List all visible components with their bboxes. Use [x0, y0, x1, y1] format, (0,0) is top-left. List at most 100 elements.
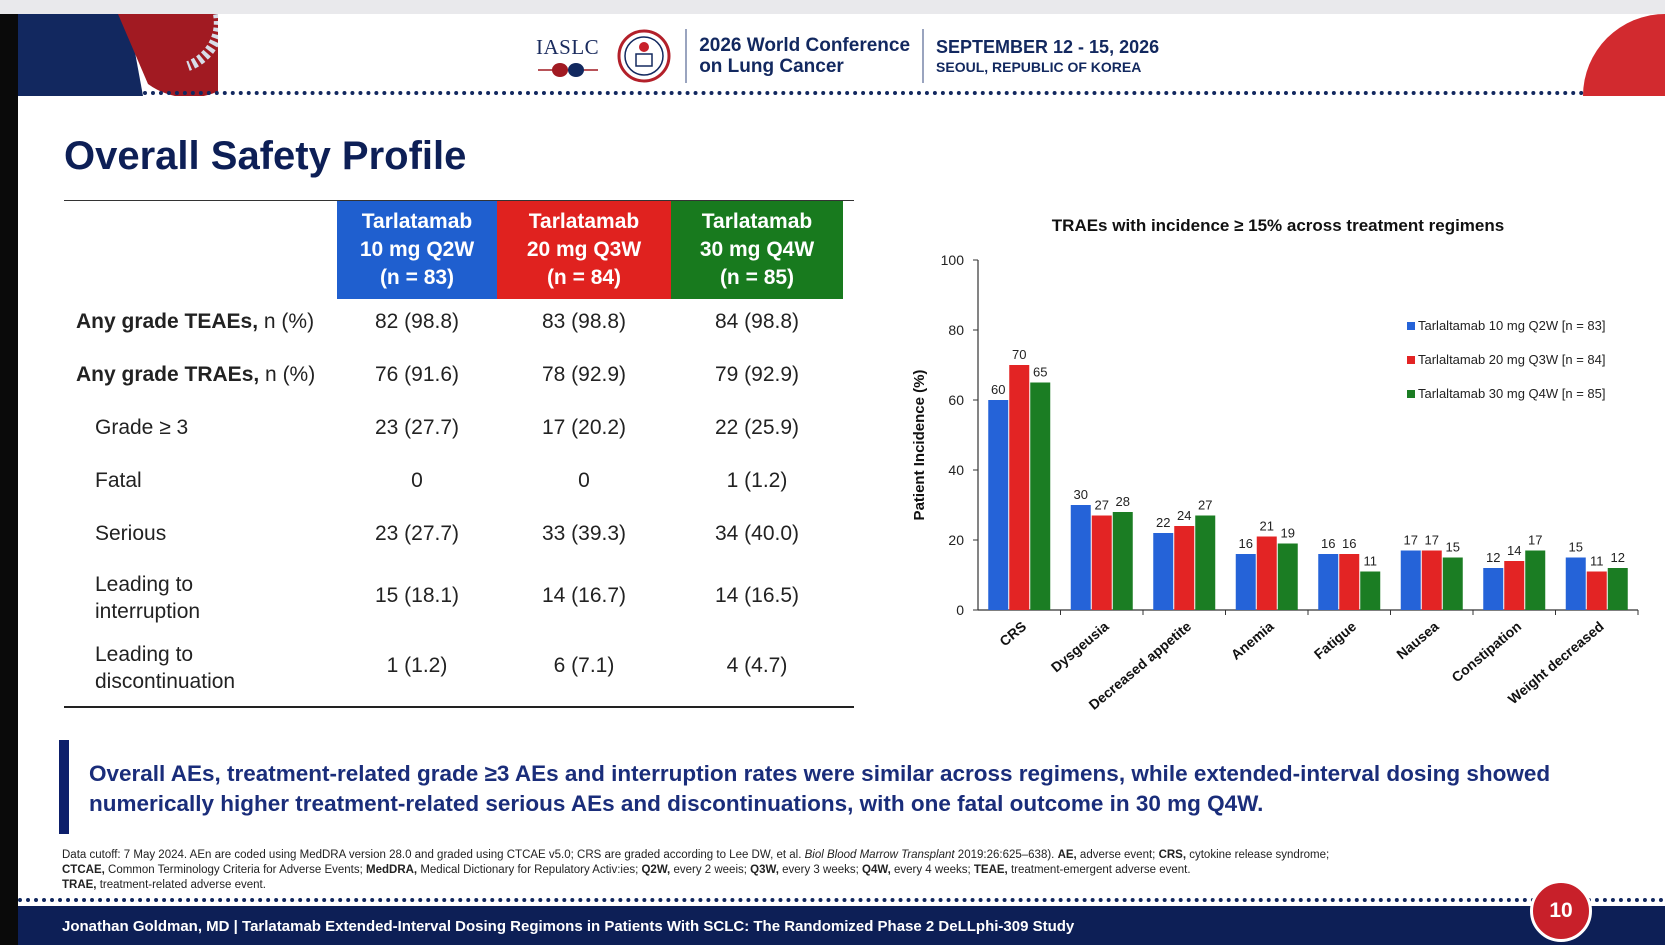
bar [1421, 550, 1442, 610]
y-tick-label: 80 [948, 322, 964, 338]
row-label: Leading to interruption [95, 571, 200, 625]
table-cell: 4 (4.7) [726, 654, 788, 677]
table-cell: 14 (16.7) [541, 584, 627, 607]
bar-value-label: 17 [1425, 533, 1439, 548]
x-tick-label: Dysgeusia [1048, 618, 1112, 675]
y-tick-label: 100 [941, 252, 965, 268]
legend-swatch [1407, 390, 1415, 398]
row-label-line: discontinuation [95, 670, 236, 693]
bar [1504, 561, 1525, 610]
bar [1483, 568, 1504, 610]
bar-value-label: 60 [991, 382, 1005, 397]
abbreviation-definition: Common Terminology Criteria for Adverse … [104, 864, 367, 876]
x-tick-label: Fatigue [1311, 618, 1360, 662]
abbreviation-term: CTCAE, [62, 864, 105, 876]
table-cell: 1 (1.2) [726, 469, 788, 492]
bar-value-label: 21 [1260, 519, 1274, 534]
conference-location: SEOUL, REPUBLIC OF KOREA [936, 59, 1142, 75]
table-cell: 84 (98.8) [714, 310, 800, 333]
table-cell: 76 (91.6) [374, 363, 460, 386]
bar-value-label: 11 [1364, 554, 1378, 569]
bar [1009, 365, 1030, 610]
bar-value-label: 27 [1198, 498, 1212, 513]
bar-value-label: 12 [1611, 550, 1625, 565]
x-tick-label: Constipation [1448, 618, 1524, 685]
abbreviation-definition: every 4 weeks; [890, 864, 974, 876]
bar [1235, 554, 1256, 610]
column-header-line: Tarlatamab [361, 210, 473, 233]
bar-value-label: 28 [1116, 494, 1130, 509]
bar-value-label: 27 [1095, 498, 1109, 513]
bar-value-label: 17 [1404, 533, 1418, 548]
abbreviation-definition: adverse event; [1076, 849, 1159, 861]
footnote-citation: Biol Blood Marrow Transplant [804, 849, 955, 861]
footnote-text: Data cutoff: 7 May 2024. AEn are coded u… [62, 849, 805, 861]
footnote-text: 2019:26:625–638). [954, 849, 1058, 861]
left-edge-bar [0, 14, 18, 945]
x-tick-label: CRS [996, 618, 1029, 649]
bar [1091, 515, 1112, 610]
table-cell: 0 [411, 469, 423, 492]
bar [1525, 550, 1546, 610]
bar-value-label: 15 [1446, 540, 1460, 555]
conference-name-line1: 2026 World Conference [699, 35, 911, 56]
column-header-line: (n = 84) [546, 266, 622, 289]
chart-title: TRAEs with incidence ≥ 15% across treatm… [1052, 216, 1504, 235]
footnote-abbreviations: AE, adverse event; CRS, cytokine release… [1058, 849, 1330, 861]
x-tick-label: Nausea [1393, 618, 1442, 662]
row-label-rest: n (%) [259, 363, 316, 386]
slide-title: Overall Safety Profile [64, 134, 467, 178]
row-label-line: Leading to [95, 643, 194, 666]
bar [1256, 536, 1277, 610]
column-header-line: (n = 83) [379, 266, 455, 289]
table-top-rule [64, 200, 854, 201]
bar [1400, 550, 1421, 610]
bar-value-label: 16 [1342, 536, 1356, 551]
legend-label: Tarlaltamab 20 mg Q3W [n = 84] [1418, 352, 1606, 367]
table-cell: 15 (18.1) [374, 584, 460, 607]
abbreviation-term: Q4W, [862, 864, 891, 876]
iaslc-logo-text: IASLC [536, 34, 600, 59]
abbreviation-definition: Medical Dictionary for Repulatory Activ:… [417, 864, 642, 876]
column-header-10mg: Tarlatamab 10 mg Q2W (n = 83) [337, 201, 497, 299]
bar-value-label: 15 [1569, 540, 1583, 555]
abbreviation-definition: cytokine release syndrome; [1186, 849, 1330, 861]
legend-swatch [1407, 356, 1415, 364]
bar [988, 400, 1009, 610]
table-cell: 23 (27.7) [374, 522, 460, 545]
abbreviation-definition: treatment-emergent adverse event. [1007, 864, 1191, 876]
table-cell: 79 (92.9) [714, 363, 800, 386]
column-header-20mg: Tarlatamab 20 mg Q3W (n = 84) [497, 201, 671, 299]
footnote: Data cutoff: 7 May 2024. AEn are coded u… [62, 848, 1582, 893]
bar-value-label: 11 [1590, 554, 1604, 569]
abbreviation-term: AE, [1057, 849, 1077, 861]
footnote-abbreviations: TRAE, treatment-related adverse event. [62, 878, 1582, 893]
legend-label: Tarlaltamab 30 mg Q4W [n = 85] [1418, 386, 1606, 401]
header-dotted-rule [143, 91, 1585, 95]
bar-value-label: 30 [1074, 487, 1088, 502]
table-cell: 17 (20.2) [541, 416, 627, 439]
y-tick-label: 20 [948, 532, 964, 548]
bar-value-label: 12 [1486, 550, 1500, 565]
corner-decoration-left [18, 14, 218, 96]
bar-value-label: 17 [1528, 533, 1542, 548]
abbreviation-term: TEAE, [973, 864, 1008, 876]
row-label: Fatal [95, 469, 142, 492]
column-header-line: (n = 85) [719, 266, 795, 289]
conference-dates: SEPTEMBER 12 - 15, 2026 SEOUL, REPUBLIC … [936, 36, 1159, 76]
abbreviation-term: TRAE, [62, 879, 97, 891]
lungs-icon [537, 62, 598, 77]
table-cell: 22 (25.9) [714, 416, 800, 439]
conference-name-line2: on Lung Cancer [699, 56, 844, 77]
y-axis-label: Patient Incidence (%) [911, 370, 928, 521]
abbreviation-term: Q3W, [750, 864, 779, 876]
table-cell: 6 (7.1) [553, 654, 615, 677]
bar [1607, 568, 1628, 610]
column-header-line: 30 mg Q4W [699, 238, 815, 261]
bar-value-label: 16 [1321, 536, 1335, 551]
column-header-line: 10 mg Q2W [359, 238, 475, 261]
bar [1442, 557, 1463, 610]
footnote-line: Data cutoff: 7 May 2024. AEn are coded u… [62, 848, 1582, 863]
bar [1277, 543, 1298, 610]
table-cell: 1 (1.2) [386, 654, 448, 677]
